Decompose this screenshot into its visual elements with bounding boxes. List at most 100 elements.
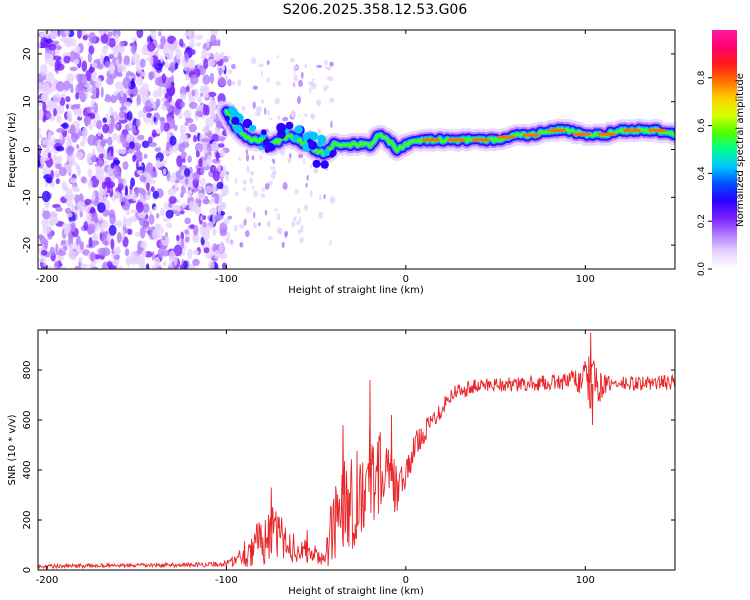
- spectrogram-noise-cell: [298, 229, 301, 235]
- spectrogram-noise-cell: [142, 220, 149, 230]
- spectrogram-noise-cell: [207, 91, 217, 97]
- spectrogram-noise-cell: [126, 111, 133, 121]
- spectrogram-noise-cell: [47, 131, 53, 142]
- spectrogram-noise-cell: [130, 250, 138, 260]
- spectrogram-noise-cell: [166, 116, 172, 123]
- spectrogram-noise-cell: [192, 258, 200, 266]
- spectrogram-noise-cell: [99, 140, 107, 147]
- spectrogram-noise-cell: [275, 81, 281, 86]
- spectrogram-noise-cell: [78, 193, 84, 203]
- spectrogram-noise-cell: [122, 204, 130, 211]
- spectrogram-noise-cell: [329, 196, 336, 204]
- spectrogram-noise-cell: [238, 156, 242, 161]
- spectrogram-noise-cell: [156, 43, 160, 53]
- spectrogram-noise-cell: [161, 150, 169, 155]
- spectrogram-noise-cell: [206, 221, 214, 229]
- spectrogram-noise-cell: [63, 55, 71, 64]
- spectrogram-noise-cell: [42, 101, 47, 113]
- spectrogram-noise-cell: [180, 210, 185, 215]
- spectrogram-noise-cell: [56, 45, 62, 51]
- spectrogram-noise-cell: [54, 169, 59, 178]
- spectrogram-noise-cell: [173, 244, 183, 257]
- spectrogram-noise-cell: [154, 147, 161, 152]
- spectrogram-noise-cell: [188, 123, 197, 133]
- spectrogram-noise-cell: [41, 218, 49, 229]
- spectrogram-noise-cell: [259, 154, 263, 160]
- spectrogram-noise-cell: [38, 42, 41, 49]
- spectrogram-noise-cell: [91, 62, 98, 68]
- spectrogram-noise-cell: [110, 94, 118, 104]
- spectrogram-noise-cell: [184, 134, 188, 143]
- spectrogram-noise-cell: [80, 263, 88, 269]
- spectrogram-noise-cell: [300, 71, 304, 79]
- spectrogram-noise-cell: [214, 249, 221, 260]
- y-tick-label: 800: [22, 360, 33, 379]
- spectrogram-noise-cell: [166, 132, 171, 138]
- spectrogram-noise-cell: [39, 32, 47, 38]
- spectrogram-noise-cell: [109, 213, 116, 225]
- spectrogram-noise-cell: [40, 266, 47, 269]
- spectrogram-noise-cell: [168, 196, 177, 205]
- spectrogram-noise-cell: [219, 228, 228, 237]
- spectrogram-noise-cell: [282, 116, 289, 122]
- spectrogram-noise-cell: [113, 159, 121, 165]
- spectrogram-noise-cell: [91, 87, 97, 95]
- spectrogram-noise-cell: [130, 177, 136, 188]
- spectrogram-noise-cell: [180, 238, 185, 249]
- spectrogram-noise-cell: [41, 190, 51, 203]
- spectrogram-noise-cell: [251, 57, 257, 65]
- spectrogram-noise-cell: [272, 160, 276, 164]
- spectrogram-noise-cell: [88, 237, 93, 248]
- spectrogram-noise-cell: [84, 198, 92, 206]
- spectrogram-noise-cell: [269, 117, 273, 121]
- spectrogram-noise-cell: [150, 186, 155, 193]
- y-tick-label: 600: [22, 410, 33, 429]
- spectrogram-noise-cell: [188, 58, 196, 70]
- spectrogram-noise-cell: [130, 209, 138, 214]
- chart-title: S206.2025.358.12.53.G06: [283, 2, 468, 18]
- spectrogram-noise-cell: [195, 42, 201, 47]
- spectrogram-noise-cell: [220, 169, 226, 178]
- spectrogram-noise-cell: [52, 33, 58, 39]
- y-tick-label: -20: [22, 237, 33, 253]
- spectrogram-noise-cell: [65, 96, 71, 103]
- x-tick-label: -200: [36, 274, 59, 285]
- spectrogram-noise-cell: [209, 164, 217, 174]
- spectrogram-noise-cell: [217, 39, 221, 47]
- spectrogram-noise-cell: [56, 115, 62, 124]
- spectrogram-noise-cell: [168, 262, 173, 267]
- spectrogram-noise-cell: [305, 182, 308, 188]
- spectrogram-noise-cell: [55, 178, 60, 185]
- spectrogram-noise-cell: [155, 98, 161, 108]
- spectrogram-noise-cell: [124, 194, 134, 200]
- spectrogram-noise-cell: [55, 146, 65, 152]
- spectrogram-noise-cell: [42, 225, 50, 235]
- spectrogram-noise-cell: [203, 247, 210, 254]
- spectrogram-noise-cell: [162, 235, 166, 241]
- spectrogram-noise-cell: [329, 61, 333, 67]
- spectrogram-noise-cell: [74, 265, 82, 269]
- spectrogram-noise-cell: [79, 92, 87, 103]
- spectrogram-noise-cell: [110, 116, 115, 128]
- spectrogram-noise-cell: [39, 64, 48, 76]
- spectrogram-noise-cell: [225, 174, 229, 182]
- spectrogram-x-ticks: -200 -100 0 100: [36, 30, 595, 285]
- spectrogram-noise-cell: [129, 141, 135, 150]
- spectrogram-noise-cell: [148, 136, 153, 144]
- spectrogram-noise-cell: [42, 138, 49, 146]
- spectrogram-noise-cell: [65, 188, 73, 201]
- spectrogram-noise-cell: [122, 178, 127, 186]
- spectrogram-noise-cell: [97, 160, 105, 168]
- spectrogram-noise-cell: [110, 145, 114, 157]
- spectrogram-noise-cell: [116, 220, 123, 228]
- spectrogram-noise-cell: [103, 149, 107, 160]
- spectrogram-noise-cell: [249, 170, 255, 176]
- spectrogram-noise-cell: [101, 231, 109, 236]
- spectrogram-noise-cell: [38, 127, 42, 133]
- spectrogram-noise-cell: [274, 100, 278, 105]
- spectrogram-noise-cell: [129, 185, 133, 190]
- spectrogram-noise-cell: [116, 46, 126, 53]
- spectrogram-noise-cell: [55, 163, 62, 170]
